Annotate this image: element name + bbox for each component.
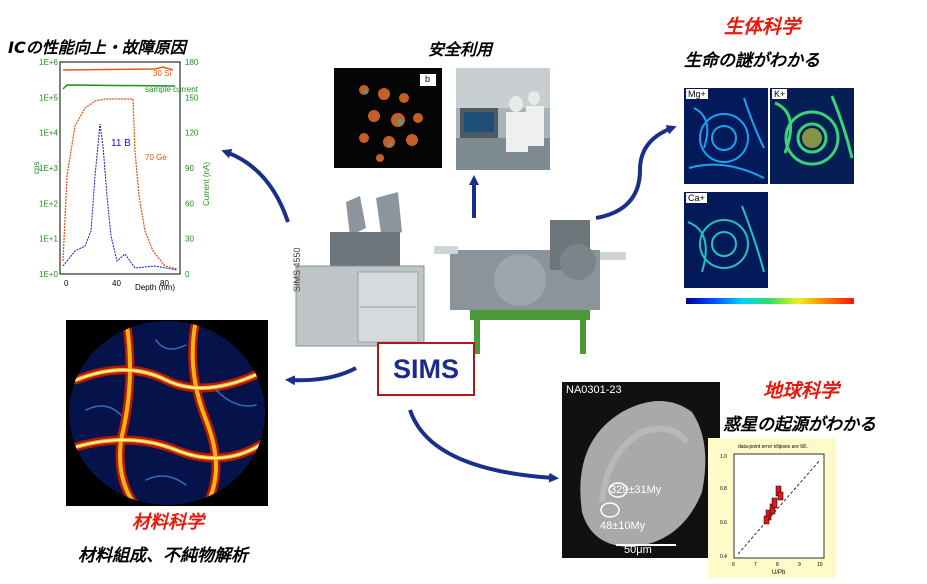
plot-xtick-1: 7 — [754, 562, 757, 568]
plot-title: data-point error ellipses are 68.. — [738, 444, 809, 450]
ion-image-label: b — [425, 74, 431, 84]
k-ion-map: K+ — [770, 88, 854, 184]
plot-ytick-1: 0.6 — [720, 520, 727, 526]
ic-ylabel-left: cps — [32, 162, 41, 174]
ic-ytick-left: 1E+6 — [39, 58, 58, 67]
plot-xtick-0: 6 — [732, 562, 735, 568]
ic-ytick-right: 60 — [185, 199, 194, 208]
ic-depth-profile-chart: 1E+0 1E+1 1E+2 1E+3 1E+4 1E+5 1E+6 0 30 60 90 120 1… — [32, 58, 211, 292]
sims-label-box: SIMS — [377, 342, 475, 396]
ic-ytick-left: 1E+5 — [39, 93, 58, 102]
bio-title: 生体科学 — [724, 16, 801, 38]
plot-xtick-2: 8 — [776, 562, 779, 568]
mg-label: Mg+ — [686, 89, 708, 99]
ic-xlabel: Depth (nm) — [135, 283, 175, 292]
earth-subtitle: 惑星の起源がわかる — [723, 415, 876, 435]
arrow-to-ic — [221, 149, 290, 223]
zircon-sem-image: NA0301-23 329±31My 48±10My 50μm — [562, 382, 720, 558]
scale-bar-label: 50μm — [624, 544, 652, 556]
plot-ytick-0: 0.4 — [720, 554, 727, 560]
sample-id: NA0301-23 — [566, 384, 622, 396]
color-scale-bar — [686, 298, 854, 304]
anno-sample-current: sample current — [145, 85, 199, 94]
ic-ytick-left: 1E+2 — [39, 199, 58, 208]
ic-ytick-right: 180 — [185, 58, 199, 67]
mg-ion-map: Mg+ — [684, 88, 768, 184]
plot-xlabel: U/Pb — [772, 570, 786, 576]
earth-title: 地球科学 — [763, 380, 840, 402]
ic-ytick-right: 120 — [185, 129, 199, 138]
b-trace — [62, 123, 178, 271]
sims-lab-apparatus-photo — [430, 200, 630, 358]
ic-ytick-right: 30 — [185, 235, 194, 244]
ic-ytick-right: 90 — [185, 164, 194, 173]
anno-ge: 70 Ge — [145, 153, 167, 162]
plot-xtick-4: 10 — [817, 562, 823, 568]
ic-ytick-left: 1E+0 — [39, 270, 58, 279]
sims-4550-instrument-photo: SIMS 4550 — [290, 192, 432, 350]
ic-title: ICの性能向上・故障原因 — [8, 38, 186, 57]
ic-ytick-right: 0 — [185, 270, 190, 279]
ic-xtick: 0 — [64, 279, 69, 288]
instrument-label: SIMS 4550 — [292, 247, 302, 292]
anno-si: 30 Si — [153, 69, 171, 78]
k-label: K+ — [772, 89, 788, 99]
lab-photo — [456, 68, 550, 170]
plot-frame — [59, 61, 181, 275]
ion-image-photo: b — [334, 68, 442, 168]
material-ion-image — [66, 320, 268, 506]
arrow-to-material — [285, 366, 357, 386]
material-subtitle: 材料組成、不純物解析 — [78, 546, 248, 566]
plot-ytick-3: 1.0 — [720, 454, 727, 460]
ge-trace — [62, 98, 178, 270]
ic-ytick-right: 150 — [185, 93, 199, 102]
ic-xtick: 40 — [112, 279, 121, 288]
ic-ytick-left: 1E+1 — [39, 235, 58, 244]
ic-ytick-left: 1E+3 — [39, 164, 58, 173]
material-title: 材料科学 — [132, 512, 204, 533]
bio-subtitle: 生命の謎がわかる — [684, 51, 820, 71]
age-1: 329±31My — [610, 484, 662, 496]
plot-xtick-3: 9 — [798, 562, 801, 568]
arrow-to-bio — [595, 125, 677, 220]
ca-label: Ca+ — [686, 193, 707, 203]
ic-ylabel-right: Current (nA) — [202, 162, 211, 206]
age-2: 48±10My — [600, 520, 646, 532]
si-trace — [62, 66, 174, 71]
arrow-to-earth — [408, 409, 559, 483]
safe-title: 安全利用 — [428, 40, 493, 59]
ic-xtick: 80 — [160, 279, 169, 288]
ic-ytick-left: 1E+4 — [39, 129, 58, 138]
anno-b: 11 B — [111, 138, 131, 149]
concordia-plot: data-point error ellipses are 68.. U/Pb … — [708, 438, 836, 578]
plot-ytick-2: 0.8 — [720, 486, 727, 492]
ca-ion-map: Ca+ — [684, 192, 768, 288]
sample-current-trace — [62, 84, 176, 90]
